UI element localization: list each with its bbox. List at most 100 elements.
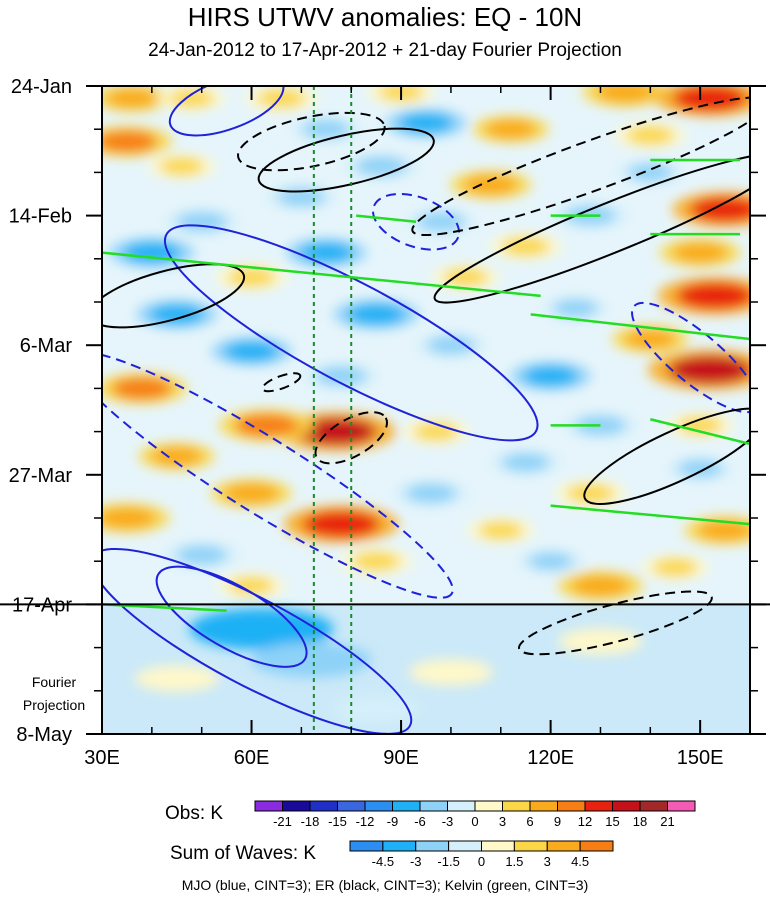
er-contour bbox=[411, 96, 750, 237]
anomaly-core bbox=[315, 366, 367, 386]
waves-colorbar-swatch bbox=[349, 840, 384, 852]
obs-colorbar-swatch bbox=[419, 800, 448, 812]
er-contour bbox=[261, 372, 302, 393]
anomaly-core bbox=[224, 483, 279, 504]
obs-colorbar-label: Obs: K bbox=[165, 803, 224, 824]
anomaly-core bbox=[102, 130, 158, 153]
anomaly-core bbox=[673, 86, 747, 112]
y-tick-label: 17-Apr bbox=[12, 594, 72, 616]
waves-colorbar-level-label: -4.5 bbox=[372, 854, 394, 869]
obs-colorbar-level-label: 21 bbox=[660, 814, 674, 829]
anomaly-core bbox=[478, 521, 524, 540]
projection-blobs bbox=[134, 608, 643, 723]
legend-footer: MJO (blue, CINT=3); ER (black, CINT=3); … bbox=[181, 877, 589, 893]
waves-colorbar-level-label: -1.5 bbox=[437, 854, 459, 869]
kelvin-contour bbox=[102, 251, 541, 298]
er-contour bbox=[102, 263, 246, 329]
axes: 24-Jan 14-Feb 6-Mar 27-Mar 17-Apr 8-May 30E 60E… bbox=[0, 76, 770, 769]
obs-colorbar-level-label: 9 bbox=[554, 814, 561, 829]
anomaly-core bbox=[352, 551, 401, 571]
kelvin-contour bbox=[650, 418, 750, 446]
anomaly-core bbox=[302, 510, 380, 538]
projection-feature bbox=[334, 696, 419, 723]
anomaly-core bbox=[347, 303, 405, 325]
obs-colorbar-swatch bbox=[392, 800, 421, 812]
x-tick-label: 60E bbox=[234, 747, 270, 769]
anomaly-core bbox=[176, 545, 228, 565]
anomaly-core bbox=[102, 507, 156, 529]
anomaly-core bbox=[224, 341, 279, 362]
waves-colorbar-label: Sum of Waves: K bbox=[170, 843, 317, 864]
obs-colorbar-swatch bbox=[612, 800, 641, 812]
mjo-contour bbox=[631, 301, 750, 414]
obs-colorbar-swatch bbox=[639, 800, 668, 812]
y-tick-label: 24-Jan bbox=[11, 76, 72, 98]
waves-colorbar-swatch bbox=[513, 840, 548, 852]
waves-colorbar-level-label: -3 bbox=[410, 854, 422, 869]
obs-colorbar-level-label: -12 bbox=[356, 814, 375, 829]
anomaly-core bbox=[697, 520, 750, 541]
anomaly-core bbox=[443, 268, 489, 287]
anomaly-core bbox=[501, 237, 550, 256]
anomaly-core bbox=[677, 459, 723, 478]
obs-colorbar-level-label: -3 bbox=[442, 814, 454, 829]
projection-feature bbox=[408, 659, 493, 686]
x-tick-label: 30E bbox=[84, 747, 120, 769]
anomaly-core bbox=[426, 335, 475, 355]
kelvin-contour bbox=[102, 603, 227, 612]
kelvin-contour bbox=[530, 313, 750, 341]
projection-feature bbox=[134, 665, 219, 692]
y-tick-label: 6-Mar bbox=[20, 335, 73, 357]
waves-colorbar-swatch bbox=[481, 840, 515, 852]
anomaly-core bbox=[676, 282, 750, 310]
anomaly-core bbox=[553, 299, 598, 317]
waves-colorbar-swatch bbox=[415, 840, 450, 852]
mjo-contour bbox=[168, 86, 285, 137]
obs-colorbar-level-label: -6 bbox=[414, 814, 426, 829]
er-contour bbox=[583, 407, 750, 505]
waves-colorbar-swatch bbox=[382, 840, 417, 852]
obs-colorbar-swatch bbox=[474, 800, 503, 812]
obs-colorbar-level-label: 15 bbox=[605, 814, 619, 829]
anomaly-core bbox=[296, 417, 377, 446]
y-tick-label: 27-Mar bbox=[9, 465, 73, 487]
y-tick-label: 14-Feb bbox=[9, 206, 72, 228]
anomaly-core bbox=[106, 88, 158, 109]
obs-colorbar-level-label: 12 bbox=[578, 814, 592, 829]
obs-colorbar-swatch bbox=[364, 800, 393, 812]
mjo-contour bbox=[163, 224, 539, 442]
projection-feature bbox=[251, 642, 372, 678]
obs-colorbar-level-label: 18 bbox=[633, 814, 647, 829]
obs-colorbar: -21 -18 -15 -12 -9 -6 -3 0 3 6 9 12 15 18 21 bbox=[254, 800, 696, 829]
projection-label-line2: Projection bbox=[23, 697, 85, 713]
anomaly-core bbox=[624, 329, 676, 349]
obs-colorbar-swatch bbox=[337, 800, 366, 812]
y-tick-label: 8-May bbox=[16, 724, 72, 746]
anomaly-core bbox=[501, 453, 550, 472]
anomaly-core bbox=[523, 365, 578, 387]
projection-feature bbox=[189, 608, 334, 650]
projection-feature bbox=[558, 628, 643, 655]
er-contour bbox=[433, 152, 750, 304]
anomaly-core bbox=[413, 422, 459, 441]
anomaly-core bbox=[405, 483, 457, 504]
anomaly-core bbox=[652, 558, 698, 577]
anomaly-core bbox=[302, 119, 351, 139]
mjo-contour bbox=[102, 547, 413, 734]
obs-colorbar-level-label: -9 bbox=[387, 814, 399, 829]
obs-colorbar-level-label: 3 bbox=[499, 814, 506, 829]
waves-colorbar-level-label: 1.5 bbox=[505, 854, 523, 869]
waves-colorbar-level-label: 4.5 bbox=[571, 854, 589, 869]
obs-colorbar-swatch bbox=[667, 800, 696, 812]
obs-colorbar-swatch bbox=[447, 800, 476, 812]
waves-colorbar-swatch bbox=[579, 840, 614, 852]
obs-colorbar-level-label: -15 bbox=[328, 814, 347, 829]
anomaly-core bbox=[571, 575, 630, 597]
anomaly-core bbox=[528, 552, 574, 570]
anomaly-core bbox=[596, 86, 655, 103]
waves-colorbar-level-label: 3 bbox=[544, 854, 551, 869]
anomaly-core bbox=[151, 446, 203, 466]
waves-colorbar-swatch bbox=[546, 840, 581, 852]
anomaly-field bbox=[102, 86, 750, 734]
chart-subtitle: 24-Jan-2012 to 17-Apr-2012 + 21-day Four… bbox=[148, 40, 622, 61]
